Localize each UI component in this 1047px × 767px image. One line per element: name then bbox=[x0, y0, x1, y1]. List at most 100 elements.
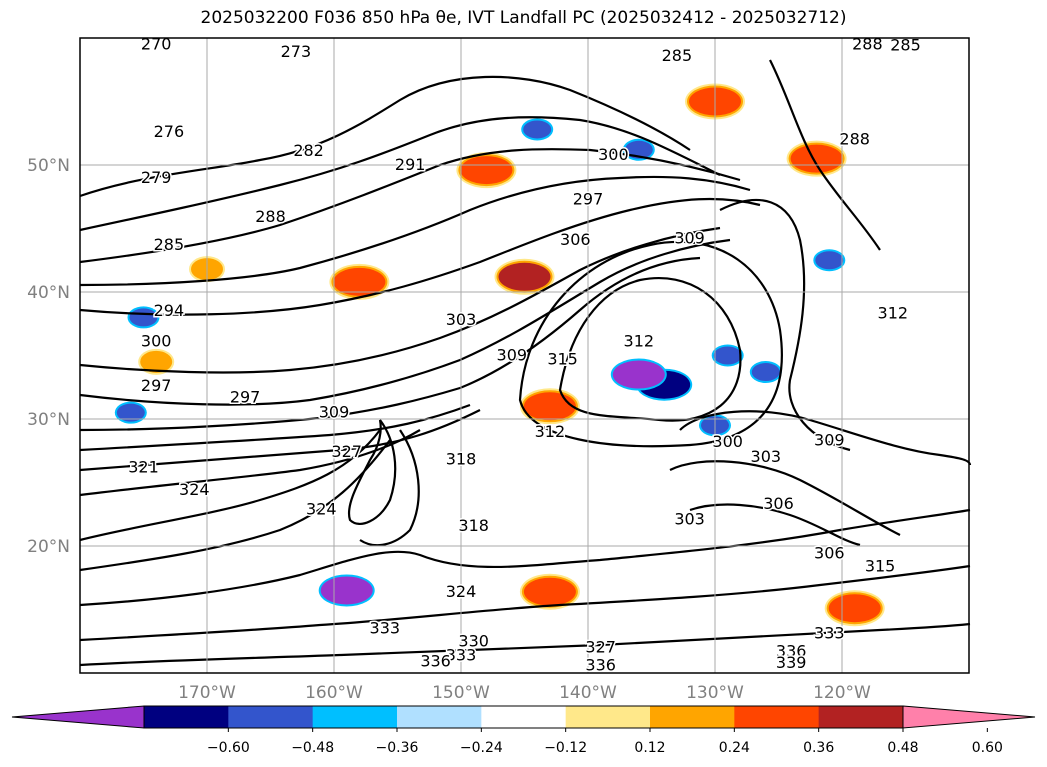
colorbar-segment bbox=[144, 706, 229, 728]
shaded-patch bbox=[333, 267, 386, 296]
colorbar-tick-label: 0.12 bbox=[634, 740, 665, 756]
contour-line bbox=[79, 508, 971, 607]
colorbar-segment bbox=[312, 706, 398, 728]
contour-label: 333 bbox=[814, 624, 845, 643]
contour-label: 318 bbox=[446, 450, 477, 469]
contour-label: 303 bbox=[751, 447, 782, 466]
contour-label: 318 bbox=[458, 516, 489, 535]
colorbar-segment bbox=[818, 706, 904, 728]
lat-tick-label: 30°N bbox=[27, 410, 70, 430]
contour-line bbox=[347, 419, 397, 526]
shaded-patch bbox=[498, 262, 551, 291]
colorbar-tick-label: −0.24 bbox=[460, 740, 503, 756]
contour-label: 309 bbox=[497, 346, 528, 365]
contour-label: 288 bbox=[255, 207, 286, 226]
chart-title: 2025032200 F036 850 hPa θe, IVT Landfall… bbox=[200, 8, 847, 28]
contour-label: 324 bbox=[446, 582, 477, 601]
contour-line bbox=[558, 277, 742, 422]
colorbar-segment bbox=[228, 706, 314, 728]
contour-label: 315 bbox=[865, 556, 896, 575]
contour-label: 339 bbox=[776, 653, 807, 672]
contour-label: 324 bbox=[306, 499, 337, 518]
contour-label: 273 bbox=[281, 42, 312, 61]
lon-tick-label: 130°W bbox=[686, 683, 744, 703]
contour-label: 285 bbox=[662, 46, 693, 65]
contour-label: 336 bbox=[776, 641, 807, 660]
lon-tick-label: 170°W bbox=[178, 683, 236, 703]
shaded-patch bbox=[815, 251, 844, 270]
contour-label: 315 bbox=[547, 349, 578, 368]
contour-line bbox=[79, 148, 741, 264]
shaded-patch bbox=[612, 360, 665, 389]
contour-label: 327 bbox=[585, 638, 616, 657]
contour-label: 300 bbox=[598, 145, 629, 164]
shaded-patch bbox=[713, 346, 742, 365]
colorbar-segment bbox=[481, 706, 567, 728]
contour-line bbox=[719, 198, 851, 452]
contour-label: 297 bbox=[141, 376, 172, 395]
contour-label: 279 bbox=[141, 168, 172, 187]
colorbar-tick-label: −0.60 bbox=[207, 740, 250, 756]
contour-label: 336 bbox=[420, 652, 451, 671]
colorbar-outline bbox=[143, 705, 904, 729]
lat-tick-label: 40°N bbox=[27, 283, 70, 303]
shaded-patch bbox=[751, 363, 780, 382]
shaded-patch bbox=[523, 392, 576, 421]
contour-line bbox=[79, 226, 721, 374]
contour-label: 285 bbox=[890, 36, 921, 55]
colorbar-tick-label: 0.60 bbox=[972, 740, 1003, 756]
shaded-patch bbox=[460, 156, 513, 185]
contour-label: 333 bbox=[370, 619, 401, 638]
contour-label: 327 bbox=[331, 442, 362, 461]
shaded-patch bbox=[116, 403, 145, 422]
contour-line bbox=[689, 503, 861, 547]
shaded-patch bbox=[828, 594, 881, 623]
contour-line bbox=[79, 256, 701, 432]
contour-line bbox=[79, 175, 751, 287]
contour-line bbox=[359, 429, 420, 547]
colorbar-tick-label: 0.24 bbox=[719, 740, 750, 756]
contour-label: 282 bbox=[293, 141, 324, 160]
lon-tick-label: 160°W bbox=[305, 683, 363, 703]
contour-label: 285 bbox=[154, 235, 185, 254]
contour-line bbox=[79, 75, 691, 198]
contour-line bbox=[79, 197, 761, 316]
map-grid bbox=[80, 38, 969, 673]
shaded-patch bbox=[142, 352, 171, 371]
lon-tick-label: 150°W bbox=[432, 683, 490, 703]
contour-line bbox=[79, 622, 971, 667]
contour-line bbox=[769, 59, 881, 251]
shaded-patch bbox=[523, 120, 552, 139]
shaded-patch bbox=[320, 576, 373, 605]
colorbar-segment bbox=[565, 706, 651, 728]
contour-line bbox=[669, 460, 901, 536]
shaded-patch bbox=[523, 577, 576, 606]
contour-label: 312 bbox=[535, 422, 566, 441]
contour-label: 306 bbox=[763, 494, 794, 513]
lat-tick-label: 50°N bbox=[27, 156, 70, 176]
colorbar-tick-label: 0.48 bbox=[887, 740, 918, 756]
contour-label: 306 bbox=[560, 230, 591, 249]
contour-label: 297 bbox=[573, 189, 604, 208]
colorbar-extend-max bbox=[902, 705, 1036, 729]
colorbar: −0.60 −0.48 −0.36 −0.24 −0.12 0.12 0.24 0.36 0.4… bbox=[11, 705, 1036, 756]
contour-label: 291 bbox=[395, 155, 426, 174]
shaded-patch bbox=[790, 144, 843, 173]
contour-label: 306 bbox=[814, 544, 845, 563]
contour-label: 309 bbox=[814, 431, 845, 450]
contour-line bbox=[79, 439, 391, 572]
contour-label: 321 bbox=[128, 457, 159, 476]
contour-line bbox=[79, 116, 721, 232]
colorbar-tick-label: −0.36 bbox=[376, 740, 419, 756]
contour-line bbox=[79, 238, 731, 406]
colorbar-segment bbox=[734, 706, 820, 728]
colorbar-tick-label: −0.12 bbox=[544, 740, 587, 756]
theta-e-contours bbox=[79, 59, 972, 667]
contour-label: 300 bbox=[712, 432, 743, 451]
contour-line bbox=[679, 410, 972, 466]
colorbar-segment bbox=[397, 706, 482, 728]
contour-label: 294 bbox=[154, 301, 185, 320]
colorbar-tick-label: 0.36 bbox=[803, 740, 834, 756]
